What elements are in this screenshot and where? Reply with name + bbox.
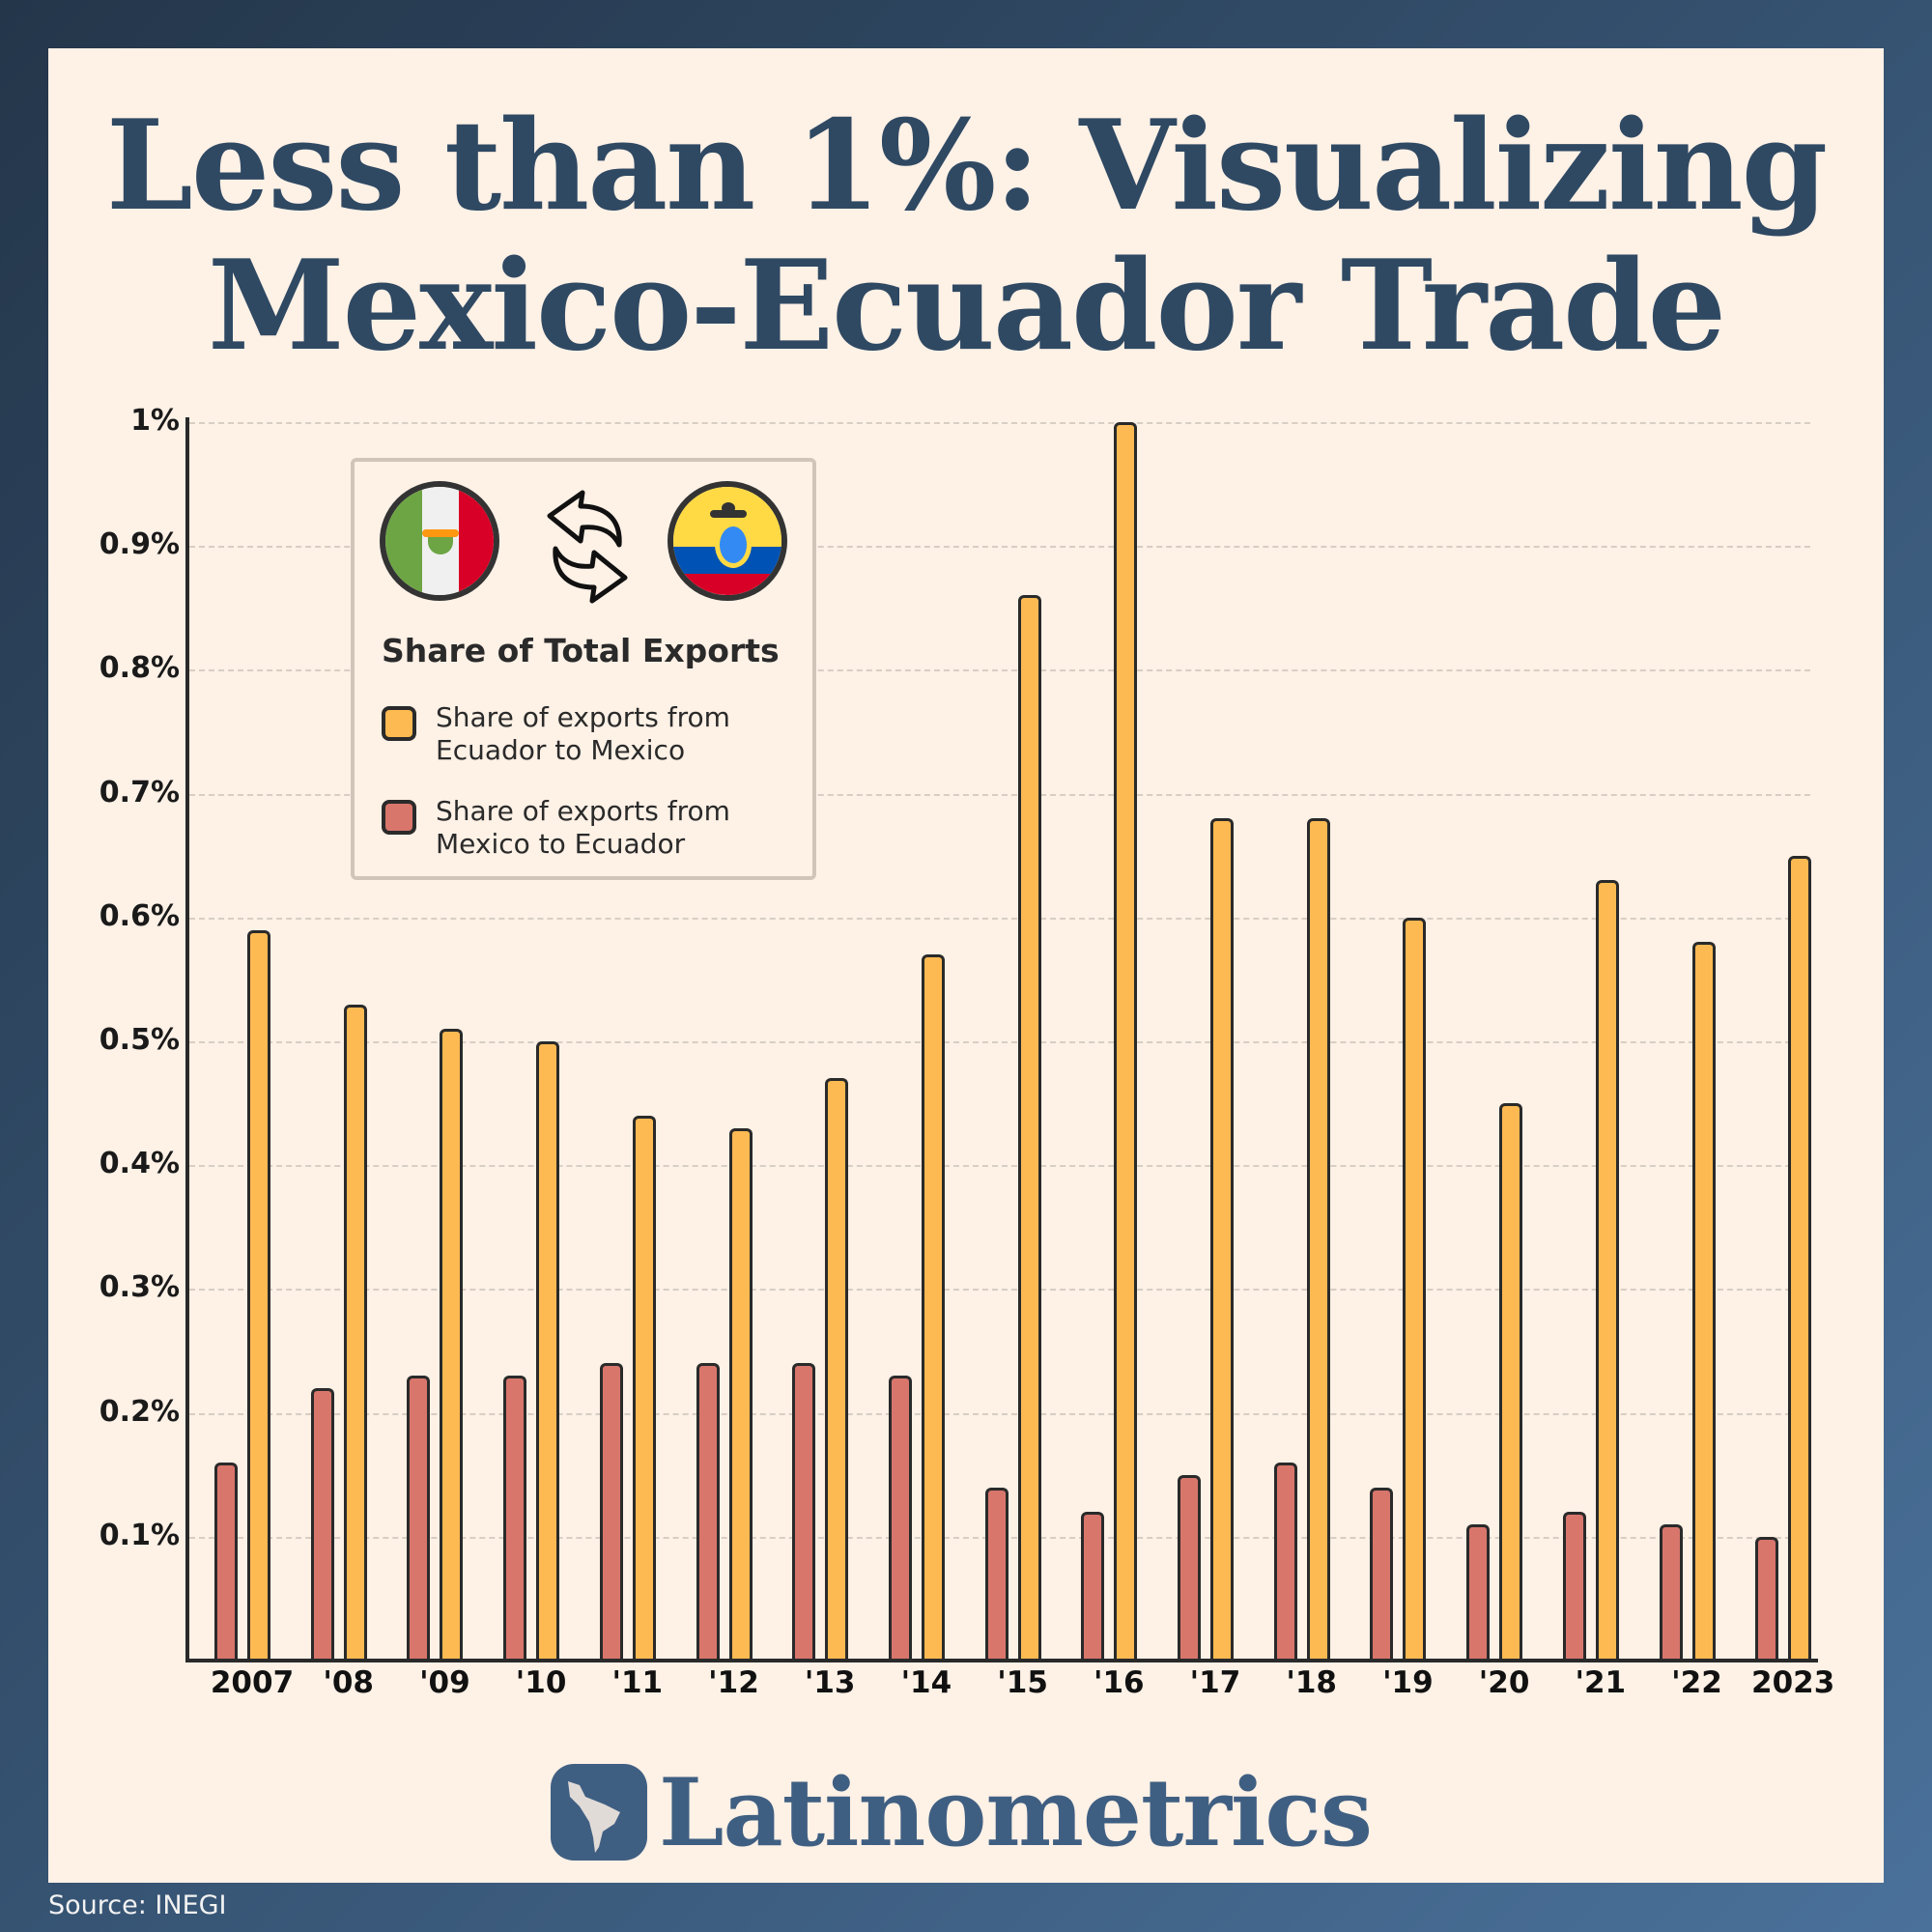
brand-name: Latinometrics <box>659 1757 1373 1867</box>
y-tick-label: 0.6% <box>99 898 180 933</box>
bar-mexico-to-ecuador <box>310 1387 334 1661</box>
x-tick-label: '17 <box>1189 1665 1241 1700</box>
bar-mexico-to-ecuador <box>1562 1512 1586 1661</box>
bar-ecuador-to-mexico <box>825 1078 849 1661</box>
page-title: Less than 1%: Visualizing Mexico-Ecuador… <box>0 97 1932 377</box>
y-tick-label: 0.5% <box>99 1023 180 1057</box>
bar-ecuador-to-mexico <box>440 1029 464 1661</box>
bar-ecuador-to-mexico <box>1788 855 1812 1661</box>
gridline <box>189 1041 1810 1043</box>
bar-mexico-to-ecuador <box>696 1363 720 1661</box>
bar-mexico-to-ecuador <box>1659 1523 1683 1661</box>
bar-ecuador-to-mexico <box>1691 942 1716 1661</box>
bar-mexico-to-ecuador <box>888 1376 912 1661</box>
y-tick-label: 0.9% <box>99 527 180 562</box>
bar-mexico-to-ecuador <box>503 1376 527 1661</box>
bar-mexico-to-ecuador <box>1755 1536 1779 1661</box>
x-tick-label: '20 <box>1478 1665 1530 1700</box>
bar-ecuador-to-mexico <box>1595 880 1619 1661</box>
exchange-arrows-icon <box>547 490 628 604</box>
bar-mexico-to-ecuador <box>214 1462 238 1661</box>
title-line-1: Less than 1%: Visualizing <box>105 94 1828 239</box>
y-tick-label: 0.7% <box>99 775 180 810</box>
bar-ecuador-to-mexico <box>1114 422 1138 1661</box>
legend-label-ecuador-to-mexico: Share of exports from Ecuador to Mexico <box>436 701 730 766</box>
y-tick-label: 0.3% <box>99 1270 180 1305</box>
x-tick-label: '14 <box>900 1665 952 1700</box>
bar-mexico-to-ecuador <box>1178 1474 1201 1661</box>
bar-ecuador-to-mexico <box>728 1127 753 1661</box>
x-tick-label: 2007 <box>210 1665 295 1700</box>
bar-ecuador-to-mexico <box>247 929 270 1661</box>
x-tick-label: '13 <box>804 1665 856 1700</box>
latin-america-map-icon <box>551 1764 647 1861</box>
legend-swatch-ecuador-to-mexico <box>382 706 416 741</box>
bar-mexico-to-ecuador <box>1081 1512 1105 1661</box>
title-line-2: Mexico-Ecuador Trade <box>207 234 1726 379</box>
x-tick-label: '08 <box>323 1665 374 1700</box>
gridline <box>189 546 1810 549</box>
bar-mexico-to-ecuador <box>984 1487 1009 1661</box>
y-axis <box>185 417 189 1662</box>
y-tick-label: 0.2% <box>99 1394 180 1429</box>
x-tick-label: '15 <box>997 1665 1048 1700</box>
bar-ecuador-to-mexico <box>1210 818 1234 1661</box>
legend-label-mexico-to-ecuador: Share of exports from Mexico to Ecuador <box>436 795 730 860</box>
x-tick-label: 2023 <box>1751 1665 1835 1700</box>
bar-mexico-to-ecuador <box>792 1363 816 1661</box>
gridline <box>189 1412 1810 1415</box>
bar-mexico-to-ecuador <box>1466 1523 1491 1661</box>
brand-logo: Latinometrics <box>551 1758 1373 1867</box>
y-tick-label: 0.1% <box>99 1518 180 1552</box>
gridline <box>189 422 1810 424</box>
ecuador-flag-icon <box>668 481 787 601</box>
bar-ecuador-to-mexico <box>632 1115 656 1661</box>
source-note: Source: INEGI <box>48 1890 227 1920</box>
gridline <box>189 1289 1810 1292</box>
legend: Share of Total Exports Share of exports … <box>351 458 816 880</box>
x-tick-label: '12 <box>708 1665 759 1700</box>
x-tick-label: '10 <box>515 1665 567 1700</box>
x-tick-label: '21 <box>1575 1665 1627 1700</box>
bar-ecuador-to-mexico <box>1017 595 1041 1661</box>
x-tick-label: '09 <box>419 1665 470 1700</box>
gridline <box>189 1165 1810 1168</box>
bar-mexico-to-ecuador <box>599 1363 623 1661</box>
x-tick-label: '18 <box>1286 1665 1337 1700</box>
bar-ecuador-to-mexico <box>921 954 945 1661</box>
bar-mexico-to-ecuador <box>407 1376 431 1661</box>
y-tick-label: 1% <box>130 404 180 438</box>
bar-mexico-to-ecuador <box>1370 1487 1394 1661</box>
gridline <box>189 793 1810 796</box>
gridline <box>189 669 1810 672</box>
x-axis <box>185 1659 1818 1662</box>
bar-mexico-to-ecuador <box>1273 1462 1297 1661</box>
y-tick-label: 0.4% <box>99 1147 180 1181</box>
bar-ecuador-to-mexico <box>1306 818 1330 1661</box>
bar-ecuador-to-mexico <box>1403 917 1427 1661</box>
x-tick-label: '11 <box>611 1665 664 1700</box>
legend-swatch-mexico-to-ecuador <box>382 800 416 835</box>
bar-ecuador-to-mexico <box>536 1041 560 1661</box>
bar-ecuador-to-mexico <box>343 1004 367 1661</box>
x-tick-label: '16 <box>1093 1665 1145 1700</box>
bar-ecuador-to-mexico <box>1499 1103 1523 1661</box>
y-tick-label: 0.8% <box>99 651 180 686</box>
x-tick-label: '22 <box>1671 1665 1722 1700</box>
mexico-flag-icon <box>380 481 499 601</box>
legend-title: Share of Total Exports <box>382 632 780 669</box>
gridline <box>189 917 1810 920</box>
x-tick-label: '19 <box>1382 1665 1434 1700</box>
